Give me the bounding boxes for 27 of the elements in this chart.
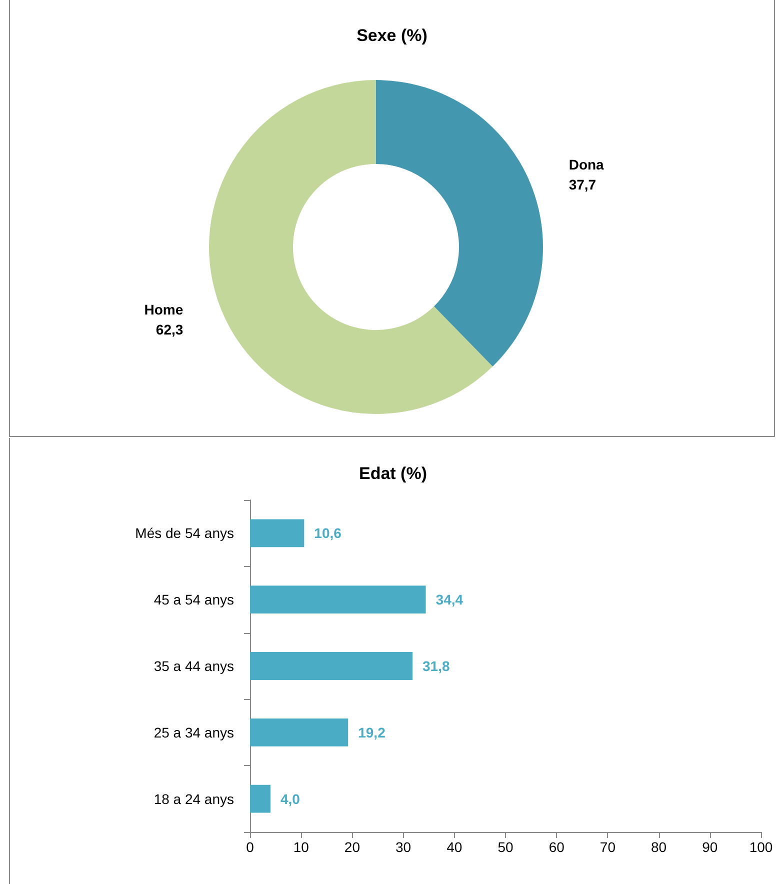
data-label: 10,6 [314,525,342,542]
data-label: 62,3 [156,321,184,338]
x-tick-label: 100 [749,839,773,855]
y-tick-label: 45 a 54 anys [154,592,234,608]
data-label: 31,8 [422,658,450,674]
slice-label: Dona [568,156,604,173]
chart-title: Edat (%) [359,464,427,483]
x-tick-label: 70 [600,839,616,855]
x-tick-label: 20 [344,839,360,855]
data-label: 4,0 [280,790,300,807]
y-tick-label: Més de 54 anys [135,525,234,542]
x-tick-label: 0 [246,839,254,855]
data-label: 19,2 [358,724,386,740]
y-tick-label: 35 a 44 anys [154,658,234,674]
x-tick-label: 10 [293,839,310,855]
x-tick-label: 80 [651,839,667,855]
y-tick-label: 25 a 34 anys [154,724,234,740]
data-label: 37,7 [568,176,596,193]
data-label: 34,4 [436,592,464,608]
slice-label: Home [144,301,184,318]
chart-title: Sexe (%) [356,26,428,45]
x-tick-label: 40 [446,839,462,855]
x-tick-label: 30 [396,839,412,855]
y-tick-label: 18 a 24 anys [154,790,234,807]
x-tick-label: 60 [548,839,565,855]
x-tick-label: 90 [702,839,718,855]
x-tick-label: 50 [498,839,514,855]
